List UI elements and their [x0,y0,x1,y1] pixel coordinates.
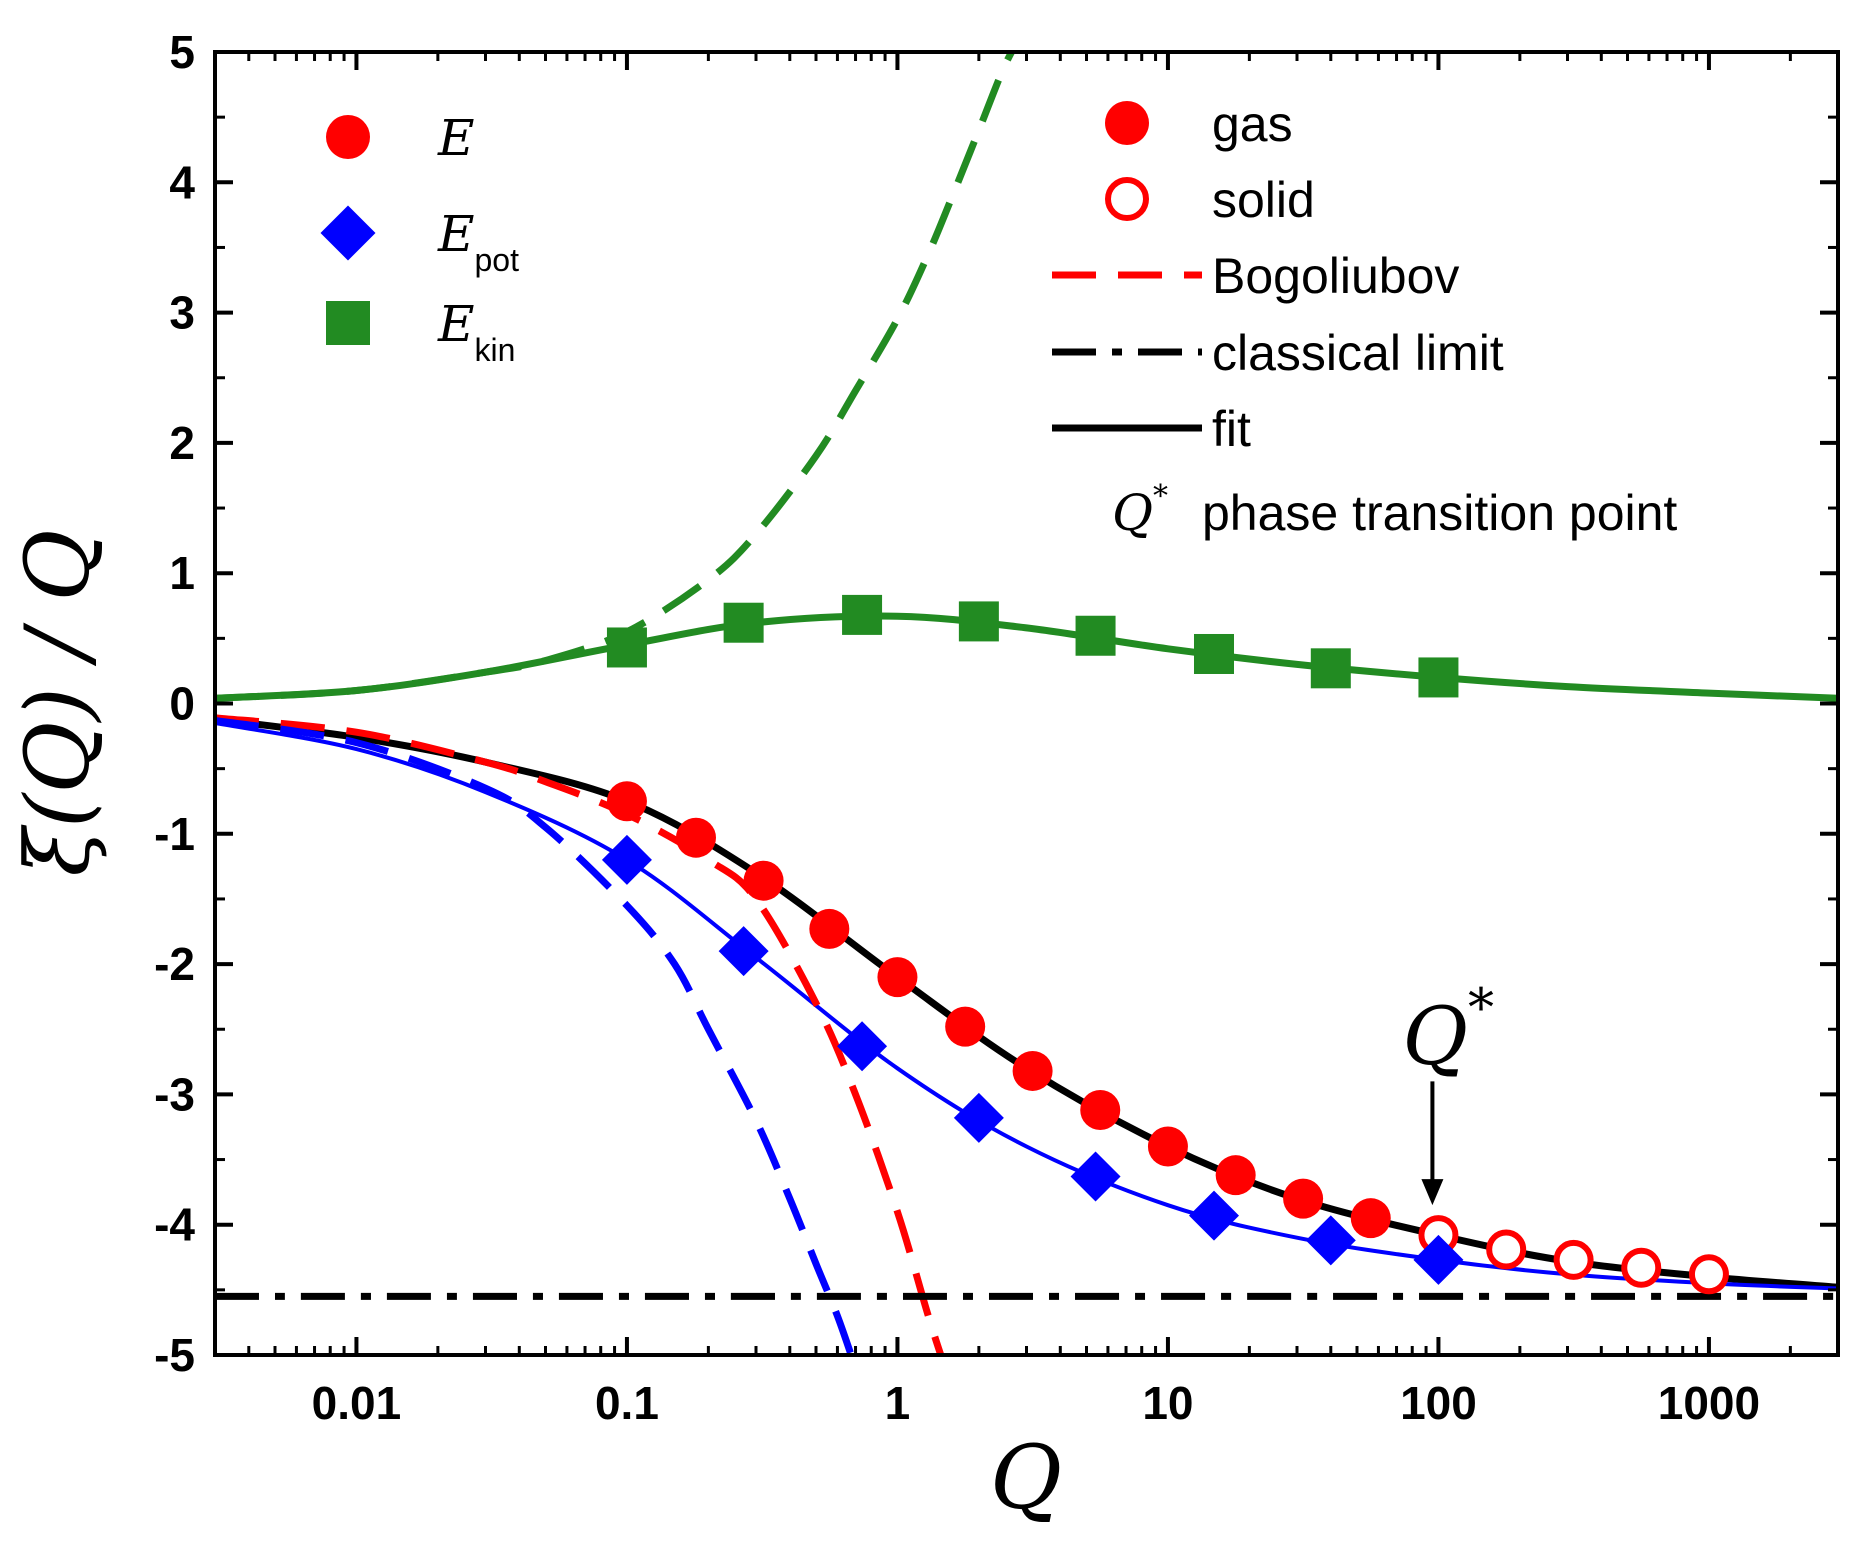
y-tick-label: -5 [154,1329,195,1381]
point-e-pot [953,1092,1004,1143]
legend-left: E Epot Ekin [320,109,519,368]
q-star-arrowhead [1421,1179,1444,1206]
point-e-solid [1688,1254,1729,1295]
point-e-kin [1075,615,1116,656]
y-tick-label: -1 [154,808,195,860]
q-star-annotation: Q* [1402,978,1494,1206]
point-e-gas [606,781,647,822]
point-e-kin [958,601,999,642]
point-e-gas [675,817,716,858]
legend-right-marker [1105,177,1149,221]
point-e-gas [809,908,850,949]
point-e-gas [1283,1178,1324,1219]
point-e-kin [842,594,883,635]
x-tick-label: 100 [1400,1377,1477,1429]
y-tick-label: 0 [169,678,195,730]
point-e-gas [1350,1198,1391,1239]
point-e-gas [1080,1090,1121,1131]
x-tick-label: 10 [1142,1377,1193,1429]
point-e-pot [1305,1215,1356,1266]
legend-right-label: solid [1212,172,1315,228]
y-tick-label: -2 [154,938,195,990]
point-e-kin [1310,648,1351,689]
legend-note-symbol: Q* [1112,479,1168,542]
legend-right-label: Bogoliubov [1212,248,1459,304]
chart-ticks: 0.01 0.1 1 10 100 1000 -5 -4 -3 -2 -1 0 1 2 3 4 5 [154,26,1840,1429]
y-tick-label: 5 [169,26,195,78]
point-e-kin [723,602,764,643]
y-axis-title: ξ(Q) / Q [6,529,109,876]
curve-fit-e-kin [215,612,1838,702]
legend-left-marker [326,301,370,345]
legend-left-label: E [437,109,475,167]
point-e-gas [1147,1126,1188,1167]
point-e-gas [1012,1050,1053,1091]
curve-bogoliubov-e-pot [215,716,855,1355]
point-e-kin [1418,657,1459,698]
y-tick-label: -4 [154,1199,195,1251]
legend-left-label: Epot [437,205,519,278]
point-e-solid [1553,1239,1594,1280]
legend-note-text: phase transition point [1202,485,1677,541]
point-e-kin [606,627,647,668]
legend-right-label: classical limit [1212,325,1504,381]
curve-fit-e [215,715,1838,1291]
point-e-gas [945,1006,986,1047]
x-tick-label: 0.1 [595,1377,659,1429]
q-star-label: Q* [1402,978,1494,1082]
y-tick-label: -3 [154,1068,195,1120]
y-tick-label: 2 [169,417,195,469]
point-e-pot [1070,1151,1121,1202]
point-e-solid [1486,1229,1527,1270]
point-e-pot [837,1021,888,1072]
legend-right-label: fit [1212,401,1251,457]
curve-bogoliubov-e-kin [215,52,1016,702]
legend-left-label: Ekin [437,295,515,368]
point-e-pot [718,926,769,977]
x-axis-title: Q [990,1426,1062,1529]
legend-left-marker [326,115,370,159]
curve-fit-e-pot [215,721,1838,1291]
y-tick-label: 4 [169,156,195,208]
point-e-gas [743,860,784,901]
point-e-solid [1621,1247,1662,1288]
curve-bogoliubov-e [215,714,945,1355]
legend-note-sup: * [1153,479,1168,514]
chart-markers [601,594,1729,1295]
y-tick-label: 1 [169,547,195,599]
point-e-gas [877,957,918,998]
x-tick-label: 0.01 [312,1377,402,1429]
x-tick-label: 1000 [1658,1377,1760,1429]
point-e-gas [1215,1155,1256,1196]
legend-left-subscript: pot [475,242,520,278]
q-star-superscript: * [1468,978,1494,1038]
legend-left-subscript: kin [475,332,516,368]
y-tick-label: 3 [169,287,195,339]
legend-right: gas solid Bogoliubov classical limit fit Q* ph… [1052,96,1677,542]
point-e-pot [1413,1234,1464,1285]
legend-right-marker [1105,101,1149,145]
x-tick-label: 1 [885,1377,911,1429]
legend-right-label: gas [1212,96,1293,152]
point-e-kin [1193,633,1234,674]
legend-left-marker [320,205,376,261]
point-e-pot [1188,1190,1239,1241]
point-e-pot [601,834,652,885]
